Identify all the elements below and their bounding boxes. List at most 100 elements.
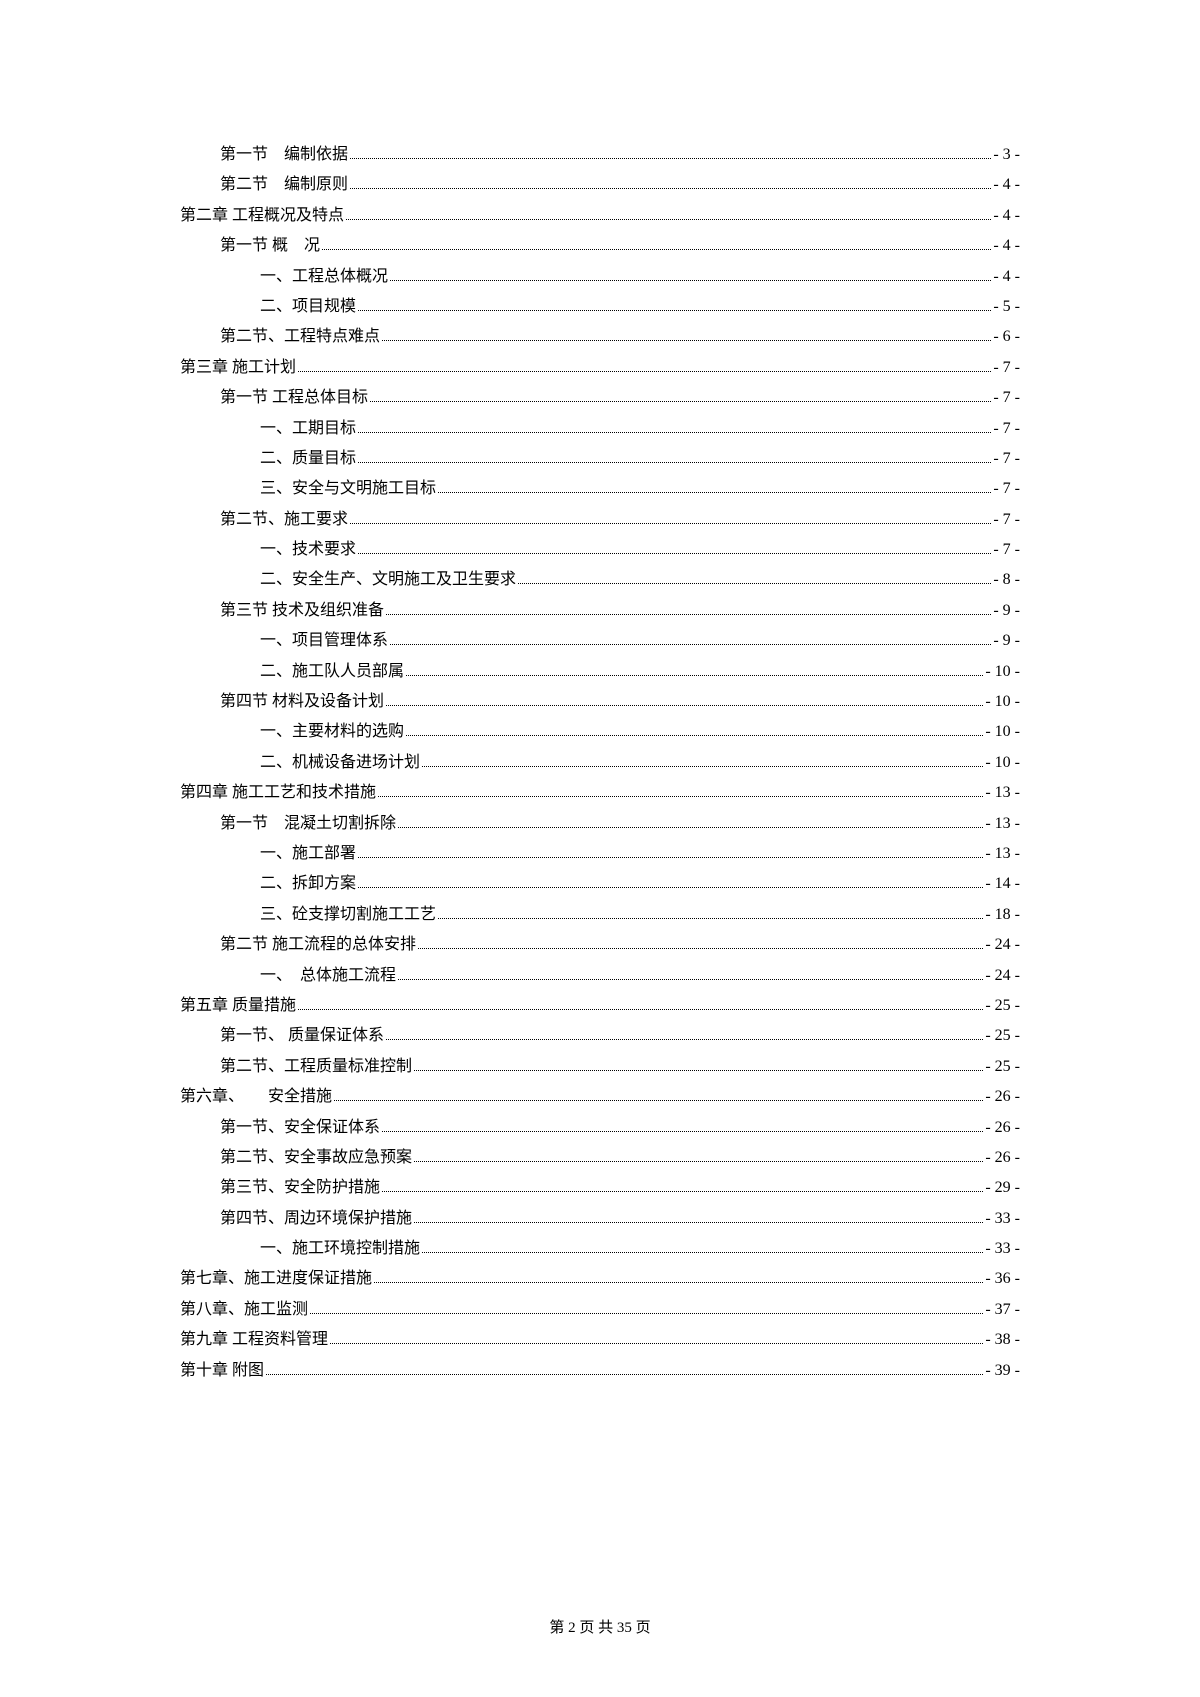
toc-entry: 一、工程总体概况 - 4 - (180, 262, 1020, 292)
toc-entry: 第四节、周边环境保护措施- 33 - (180, 1204, 1020, 1234)
toc-entry: 第三节 技术及组织准备- 9 - (180, 596, 1020, 626)
toc-entry-page: - 37 - (985, 1295, 1020, 1325)
toc-entry-label: 二、施工队人员部属 (260, 657, 404, 687)
toc-entry: 第四节 材料及设备计划- 10 - (180, 687, 1020, 717)
toc-entry: 第一节 编制依据- 3 - (180, 140, 1020, 170)
toc-entry-label: 第三节、安全防护措施 (220, 1173, 380, 1203)
toc-leader-dots (398, 816, 983, 827)
toc-leader-dots (406, 725, 983, 736)
toc-entry-page: - 7 - (993, 353, 1020, 383)
toc-entry-label: 第十章 附图 (180, 1356, 264, 1386)
toc-leader-dots (374, 1272, 983, 1283)
toc-entry: 第九章 工程资料管理- 38 - (180, 1325, 1020, 1355)
toc-entry-page: - 4 - (993, 201, 1020, 231)
toc-entry-page: - 7 - (993, 444, 1020, 474)
toc-entry: 二、机械设备进场计划- 10 - (180, 748, 1020, 778)
toc-entry: 第四章 施工工艺和技术措施- 13 - (180, 778, 1020, 808)
toc-entry-page: - 33 - (985, 1234, 1020, 1264)
toc-entry-page: - 29 - (985, 1173, 1020, 1203)
toc-leader-dots (334, 1090, 983, 1101)
toc-leader-dots (322, 239, 991, 250)
toc-entry-page: - 4 - (993, 231, 1020, 261)
toc-entry: 二、拆卸方案- 14 - (180, 869, 1020, 899)
toc-leader-dots (346, 209, 991, 220)
toc-leader-dots (310, 1303, 983, 1314)
toc-entry: 一、主要材料的选购- 10 - (180, 717, 1020, 747)
toc-entry-page: - 38 - (985, 1325, 1020, 1355)
toc-entry-label: 一、工程总体概况 (260, 262, 388, 292)
toc-entry-label: 第六章、 安全措施 (180, 1082, 332, 1112)
page-content: 第一节 编制依据- 3 -第二节 编制原则- 4 -第二章 工程概况及特点- 4… (0, 0, 1200, 1446)
toc-leader-dots (358, 847, 983, 858)
toc-entry-page: - 13 - (985, 839, 1020, 869)
toc-entry-page: - 24 - (985, 961, 1020, 991)
toc-entry: 第五章 质量措施 - 25 - (180, 991, 1020, 1021)
toc-entry: 一、施工部署 - 13 - (180, 839, 1020, 869)
toc-entry: 第三章 施工计划- 7 - (180, 353, 1020, 383)
toc-leader-dots (386, 695, 983, 706)
toc-entry: 一、施工环境控制措施 - 33 - (180, 1234, 1020, 1264)
toc-entry-label: 二、机械设备进场计划 (260, 748, 420, 778)
toc-entry-label: 一、 总体施工流程 (260, 961, 396, 991)
toc-entry-page: - 24 - (985, 930, 1020, 960)
toc-entry-label: 一、项目管理体系 (260, 626, 388, 656)
toc-entry: 第七章、施工进度保证措施- 36 - (180, 1264, 1020, 1294)
toc-entry-page: - 39 - (985, 1356, 1020, 1386)
table-of-contents: 第一节 编制依据- 3 -第二节 编制原则- 4 -第二章 工程概况及特点- 4… (180, 140, 1020, 1386)
toc-entry-page: - 26 - (985, 1143, 1020, 1173)
toc-entry-label: 一、工期目标 (260, 414, 356, 444)
toc-leader-dots (438, 908, 983, 919)
toc-entry: 第十章 附图 - 39 - (180, 1356, 1020, 1386)
page-footer: 第 2 页 共 35 页 (0, 1616, 1200, 1637)
toc-entry-page: - 25 - (985, 991, 1020, 1021)
toc-entry-page: - 7 - (993, 474, 1020, 504)
toc-entry-label: 第一节 概 况 (220, 231, 320, 261)
toc-entry: 一、工期目标- 7 - (180, 414, 1020, 444)
toc-entry-label: 第五章 质量措施 (180, 991, 296, 1021)
toc-entry-page: - 9 - (993, 626, 1020, 656)
toc-leader-dots (350, 513, 991, 524)
toc-entry-page: - 4 - (993, 170, 1020, 200)
toc-entry-label: 第二节、安全事故应急预案 (220, 1143, 412, 1173)
toc-entry: 二、安全生产、文明施工及卫生要求- 8 - (180, 565, 1020, 595)
toc-leader-dots (358, 421, 991, 432)
toc-entry: 二、项目规模- 5 - (180, 292, 1020, 322)
toc-entry: 第二章 工程概况及特点 - 4 - (180, 201, 1020, 231)
toc-leader-dots (382, 330, 991, 341)
toc-entry-label: 第二节 施工流程的总体安排 (220, 930, 416, 960)
toc-leader-dots (518, 573, 991, 584)
toc-entry-page: - 6 - (993, 322, 1020, 352)
toc-entry-label: 第二章 工程概况及特点 (180, 201, 344, 231)
toc-entry-page: - 4 - (993, 262, 1020, 292)
toc-entry-label: 二、安全生产、文明施工及卫生要求 (260, 565, 516, 595)
toc-entry-label: 第三节 技术及组织准备 (220, 596, 384, 626)
toc-entry-label: 二、质量目标 (260, 444, 356, 474)
toc-entry-page: - 7 - (993, 505, 1020, 535)
toc-entry-page: - 13 - (985, 809, 1020, 839)
toc-entry-page: - 25 - (985, 1021, 1020, 1051)
toc-entry-page: - 18 - (985, 900, 1020, 930)
toc-leader-dots (390, 634, 991, 645)
toc-leader-dots (422, 1242, 983, 1253)
toc-entry-label: 一、施工环境控制措施 (260, 1234, 420, 1264)
toc-entry-label: 三、砼支撑切割施工工艺 (260, 900, 436, 930)
toc-entry-label: 第二节、工程质量标准控制 (220, 1052, 412, 1082)
toc-leader-dots (422, 756, 983, 767)
toc-entry: 第一节 工程总体目标 - 7 - (180, 383, 1020, 413)
toc-entry-label: 第四节 材料及设备计划 (220, 687, 384, 717)
toc-entry: 第二节、工程特点难点- 6 - (180, 322, 1020, 352)
toc-entry-label: 第二节、施工要求 (220, 505, 348, 535)
toc-entry: 第二节、安全事故应急预案 - 26 - (180, 1143, 1020, 1173)
toc-entry-page: - 14 - (985, 869, 1020, 899)
toc-entry-label: 一、主要材料的选购 (260, 717, 404, 747)
toc-entry-label: 第一节 工程总体目标 (220, 383, 368, 413)
toc-entry-label: 一、施工部署 (260, 839, 356, 869)
toc-entry: 第一节、 质量保证体系- 25 - (180, 1021, 1020, 1051)
toc-leader-dots (398, 968, 983, 979)
toc-leader-dots (370, 391, 991, 402)
toc-entry-label: 第七章、施工进度保证措施 (180, 1264, 372, 1294)
toc-leader-dots (350, 148, 991, 159)
toc-entry: 第二节、施工要求 - 7 - (180, 505, 1020, 535)
toc-leader-dots (358, 300, 991, 311)
toc-entry-page: - 7 - (993, 383, 1020, 413)
